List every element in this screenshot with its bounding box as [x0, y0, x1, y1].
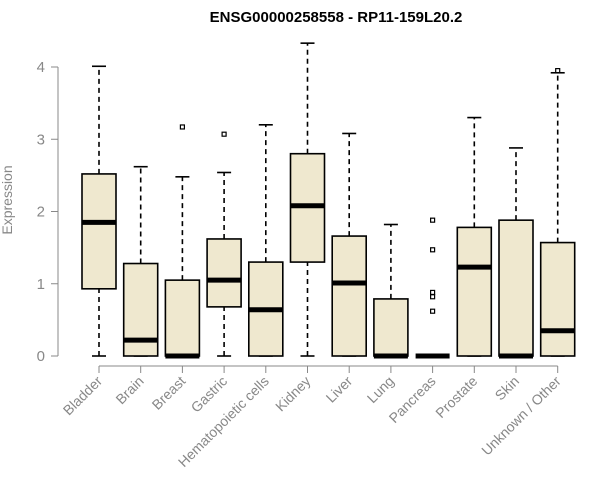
box-unknown-other: [539, 68, 576, 357]
y-tick-label: 0: [37, 348, 45, 365]
box-rect: [456, 226, 493, 357]
box-gastric: [206, 131, 242, 357]
box-rect: [373, 298, 409, 357]
outlier-point: [430, 294, 436, 300]
x-tick-label: Kidney: [272, 373, 314, 415]
y-tick-label: 3: [37, 131, 45, 148]
box-prostate: [456, 116, 493, 357]
box-pancreas: [415, 217, 450, 359]
axes: 0 1 2 3 4: [37, 59, 559, 373]
outlier-point: [179, 124, 185, 130]
box-kidney: [289, 42, 326, 357]
box-breast: [164, 124, 201, 359]
x-tick-label: Prostate: [432, 373, 480, 421]
outlier-point: [555, 68, 561, 74]
x-tick-label: Brain: [112, 373, 146, 407]
y-axis-label: Expression: [0, 165, 15, 234]
outlier-point: [430, 247, 436, 253]
box-lung: [373, 223, 409, 359]
y-tick-label: 4: [37, 59, 45, 76]
outlier-point: [221, 131, 227, 137]
y-tick-label: 1: [37, 276, 45, 293]
box-rect: [164, 279, 201, 357]
box-brain: [122, 165, 159, 357]
outlier-point: [430, 289, 436, 296]
x-tick-label: Breast: [149, 373, 189, 413]
box-rect: [206, 238, 242, 308]
chart-title: ENSG00000258558 - RP11-159L20.2: [210, 9, 463, 26]
box-rect: [498, 219, 534, 357]
x-tick-label: Unknown / Other: [478, 373, 564, 459]
box-liver: [331, 132, 368, 357]
box-rect: [331, 235, 368, 357]
outlier-point: [430, 308, 436, 314]
x-tick-label: Bladder: [60, 373, 106, 419]
box-skin: [498, 147, 534, 359]
box-rect: [539, 241, 576, 357]
outlier-point: [430, 217, 436, 223]
x-tick-label: Lung: [364, 373, 397, 406]
boxes: [81, 42, 576, 359]
box-bladder: [81, 65, 117, 357]
box-rect: [81, 173, 117, 290]
y-tick-label: 2: [37, 204, 45, 221]
x-tick-label: Liver: [323, 373, 356, 406]
box-hematopoietic-cells: [248, 124, 284, 357]
x-tick-label: Skin: [492, 373, 523, 404]
